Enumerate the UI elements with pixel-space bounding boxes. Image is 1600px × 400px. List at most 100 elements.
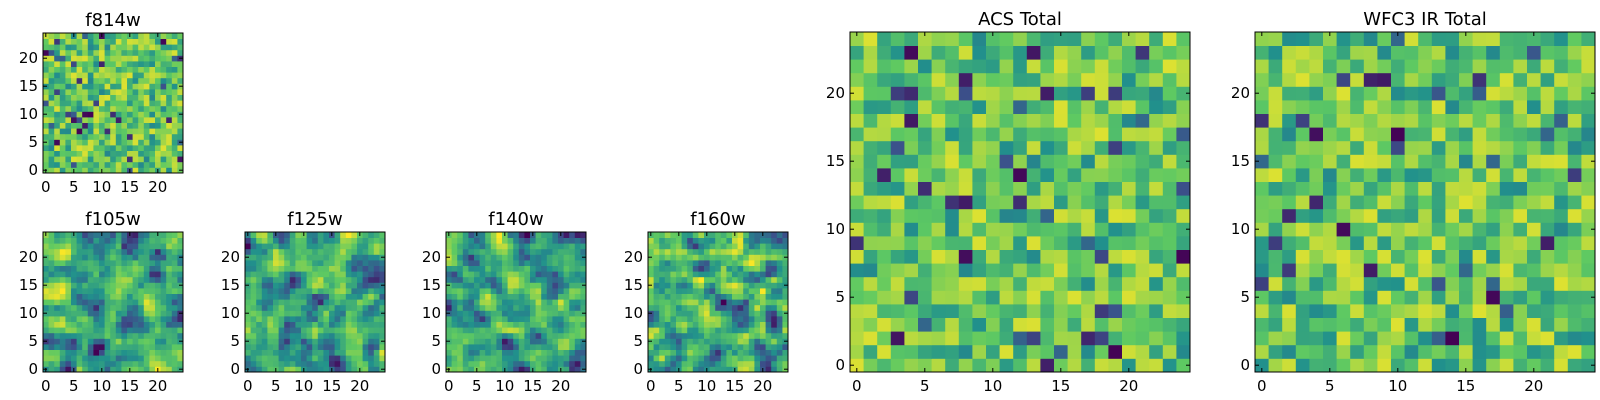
heatmap-cell: [462, 265, 469, 272]
heatmap-cell: [782, 299, 789, 306]
heatmap-cell: [1418, 86, 1433, 101]
heatmap-cell: [1013, 127, 1028, 142]
heatmap-cell: [1459, 154, 1473, 169]
heatmap-cell: [317, 276, 324, 283]
heatmap-cell: [552, 237, 559, 244]
heatmap-cell: [1486, 86, 1501, 101]
heatmap-cell: [863, 208, 878, 223]
heatmap-cell: [362, 293, 369, 300]
heatmap-cell: [737, 321, 744, 328]
heatmap-cell: [720, 293, 727, 300]
heatmap-cell: [93, 355, 100, 362]
heatmap-cell: [99, 360, 105, 367]
heatmap-cell: [648, 344, 654, 350]
heatmap-cell: [351, 288, 358, 294]
heatmap-cell: [1295, 317, 1310, 332]
heatmap-cell: [43, 94, 49, 101]
heatmap-cell: [104, 94, 111, 101]
heatmap-cell: [93, 276, 100, 283]
heatmap-cell: [115, 133, 122, 140]
heatmap-cell: [541, 237, 548, 244]
heatmap-cell: [552, 248, 559, 255]
heatmap-cell: [1040, 86, 1055, 101]
heatmap-cell: [59, 282, 66, 289]
heatmap-cell: [110, 237, 117, 244]
heatmap-cell: [48, 293, 55, 300]
heatmap-cell: [256, 321, 263, 328]
heatmap-cell: [676, 299, 682, 306]
heatmap-cell: [1418, 236, 1433, 250]
heatmap-cell: [301, 265, 307, 272]
heatmap-cell: [273, 344, 279, 350]
heatmap-cell: [43, 299, 49, 306]
heatmap-cell: [250, 332, 257, 339]
heatmap-cell: [368, 288, 375, 294]
heatmap-cell: [653, 332, 660, 339]
heatmap-cell: [502, 243, 508, 250]
heatmap-cell: [1472, 290, 1487, 305]
heatmap-cell: [138, 117, 145, 123]
heatmap-cell: [155, 355, 161, 362]
heatmap-cell: [1309, 86, 1324, 101]
heatmap-cell: [1459, 45, 1473, 60]
heatmap-cell: [329, 237, 335, 244]
heatmap-cell: [1122, 317, 1136, 332]
heatmap-cell: [273, 237, 279, 244]
heatmap-cell: [698, 327, 705, 334]
heatmap-cell: [732, 344, 738, 350]
heatmap-cell: [720, 254, 727, 261]
heatmap-cell: [1540, 276, 1555, 291]
heatmap-cell: [760, 327, 766, 334]
heatmap-cell: [362, 254, 369, 261]
heatmap-cell: [1108, 290, 1123, 305]
heatmap-cell: [256, 366, 263, 373]
heatmap-cell: [171, 243, 178, 250]
heatmap-cell: [546, 232, 553, 238]
heatmap-cell: [479, 293, 486, 300]
heatmap-cell: [1445, 290, 1460, 305]
heatmap-cell: [507, 293, 514, 300]
heatmap-cell: [87, 327, 94, 334]
heatmap-cell: [670, 366, 677, 373]
heatmap-cell: [132, 117, 139, 123]
heatmap-cell: [1581, 358, 1596, 373]
heatmap-cell: [737, 254, 744, 261]
heatmap-cell: [507, 338, 514, 345]
heatmap-cell: [48, 282, 55, 289]
heatmap-cell: [776, 316, 783, 322]
heatmap-cell: [451, 310, 458, 317]
heatmap-cell: [687, 299, 694, 306]
heatmap-cell: [743, 243, 750, 250]
heatmap-cell: [289, 310, 296, 317]
heatmap-cell: [82, 111, 89, 118]
heatmap-cell: [931, 100, 946, 114]
heatmap-cell: [87, 243, 94, 250]
heatmap-cell: [552, 282, 559, 289]
heatmap-cell: [155, 61, 161, 67]
heatmap-cell: [1527, 32, 1541, 46]
heatmap-cell: [138, 55, 145, 62]
heatmap-cell: [1527, 290, 1541, 305]
heatmap-cell: [541, 310, 548, 317]
heatmap-cell: [1054, 140, 1068, 155]
heatmap-cell: [681, 282, 688, 289]
heatmap-cell: [485, 271, 492, 278]
heatmap-cell: [143, 167, 150, 174]
heatmap-cell: [138, 232, 145, 238]
panel-title: f140w: [488, 209, 543, 230]
heatmap-cell: [155, 316, 161, 322]
heatmap-cell: [877, 86, 892, 101]
heatmap-cell: [160, 282, 167, 289]
heatmap-cell: [563, 332, 570, 339]
heatmap-cell: [368, 360, 375, 367]
heatmap-cell: [71, 122, 77, 129]
heatmap-cell: [485, 232, 492, 238]
heatmap-cell: [48, 310, 55, 317]
y-tick-label: 15: [19, 77, 38, 95]
heatmap-cell: [48, 344, 55, 350]
heatmap-cell: [82, 338, 89, 345]
heatmap-cell: [1309, 249, 1324, 264]
heatmap-cell: [82, 366, 89, 373]
heatmap-cell: [1067, 263, 1082, 278]
heatmap-cell: [468, 293, 475, 300]
